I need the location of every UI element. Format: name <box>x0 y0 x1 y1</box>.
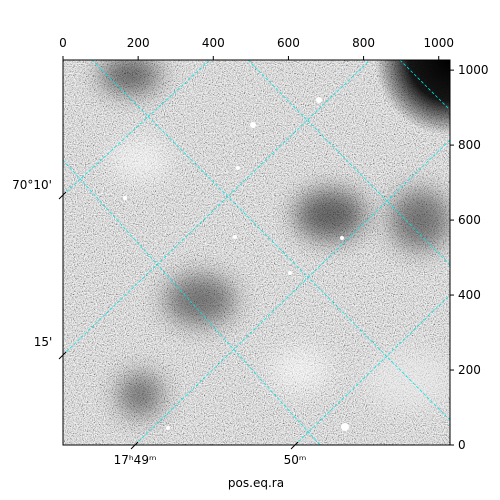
y-tick-label: 1000 <box>458 63 489 77</box>
sky-image <box>63 60 450 445</box>
x-axis-label: pos.eq.ra <box>228 476 284 490</box>
y-tick-label: 600 <box>458 213 481 227</box>
grid-line <box>62 59 211 196</box>
x-tick-label: 600 <box>277 36 300 50</box>
ra-label: 50ᵐ <box>284 453 307 467</box>
x-tick-label: 0 <box>59 36 67 50</box>
grid-line <box>399 59 451 111</box>
ra-tick <box>130 441 139 450</box>
x-tick-label: 1000 <box>423 36 454 50</box>
dec-label: 70°10' <box>12 178 52 192</box>
grid-line <box>294 294 451 446</box>
x-tick-label: 800 <box>352 36 375 50</box>
grid-line <box>134 139 451 446</box>
grid-line <box>247 59 451 266</box>
dec-label: 15' <box>34 335 53 349</box>
ra-label: 17ʰ49ᵐ <box>114 453 157 467</box>
y-tick-label: 400 <box>458 288 481 302</box>
dec-tick <box>58 351 67 360</box>
dec-tick <box>58 191 67 200</box>
grid-line <box>62 159 321 446</box>
plot-frame <box>62 59 451 446</box>
coordinate-grid <box>62 59 451 446</box>
y-tick-label: 800 <box>458 138 481 152</box>
y-tick-label: 0 <box>458 438 466 452</box>
ra-tick <box>290 441 299 450</box>
grid-line <box>62 59 371 356</box>
x-tick-label: 400 <box>202 36 225 50</box>
y-tick-label: 200 <box>458 363 481 377</box>
x-tick-label: 200 <box>127 36 150 50</box>
